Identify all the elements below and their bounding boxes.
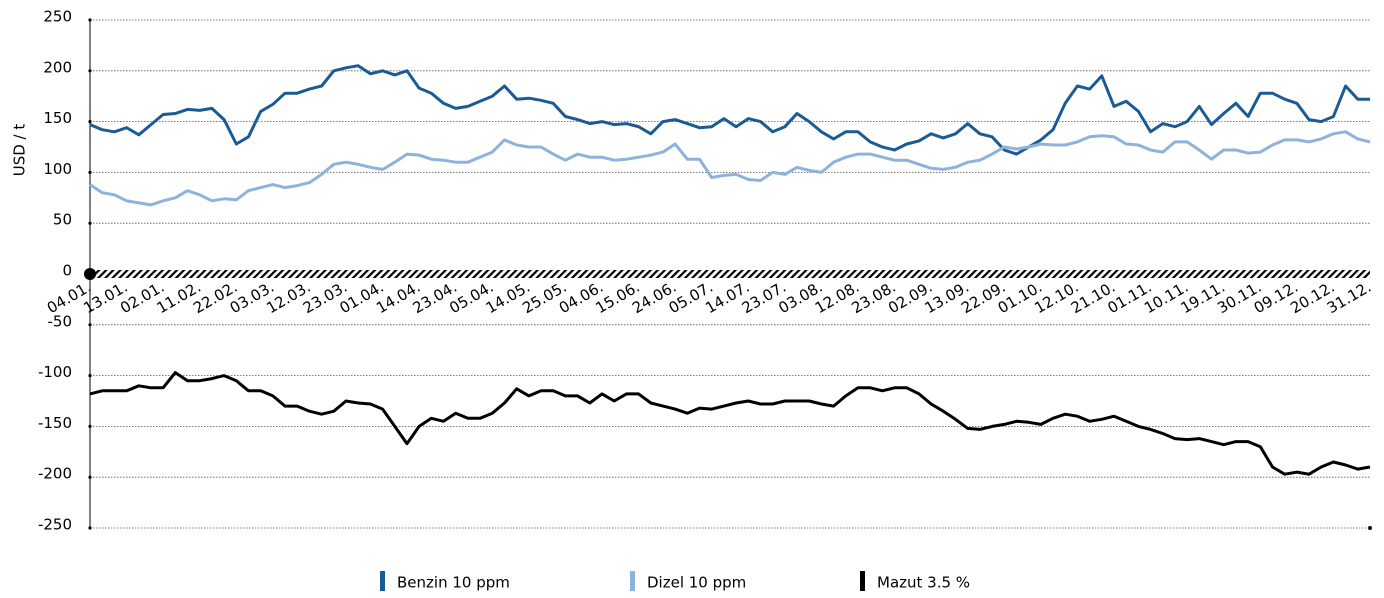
legend-swatch (630, 571, 635, 591)
legend-label: Mazut 3.5 % (877, 574, 970, 592)
y-axis-label: USD / t (11, 124, 29, 177)
legend-swatch (380, 571, 385, 591)
series-line (89, 130, 1371, 207)
y-tick-label: 0 (62, 262, 72, 280)
y-tick-label: -100 (38, 363, 72, 381)
y-tick-label: -150 (38, 414, 72, 432)
y-tick-label: 250 (43, 8, 72, 26)
zero-line (90, 270, 1370, 278)
y-tick-label: -200 (38, 465, 72, 483)
origin-dot (84, 268, 96, 280)
series-line (89, 371, 1371, 476)
y-tick-label: 200 (43, 58, 72, 76)
legend-label: Dizel 10 ppm (647, 574, 746, 592)
y-tick-label: 150 (43, 109, 72, 127)
y-tick-label: 100 (43, 160, 72, 178)
y-tick-label: -50 (48, 312, 73, 330)
series-line (89, 64, 1370, 156)
y-tick-label: 50 (53, 211, 72, 229)
y-tick-label: -250 (38, 516, 72, 534)
legend-label: Benzin 10 ppm (397, 574, 510, 592)
legend-swatch (860, 571, 865, 591)
end-dot (1368, 526, 1372, 530)
